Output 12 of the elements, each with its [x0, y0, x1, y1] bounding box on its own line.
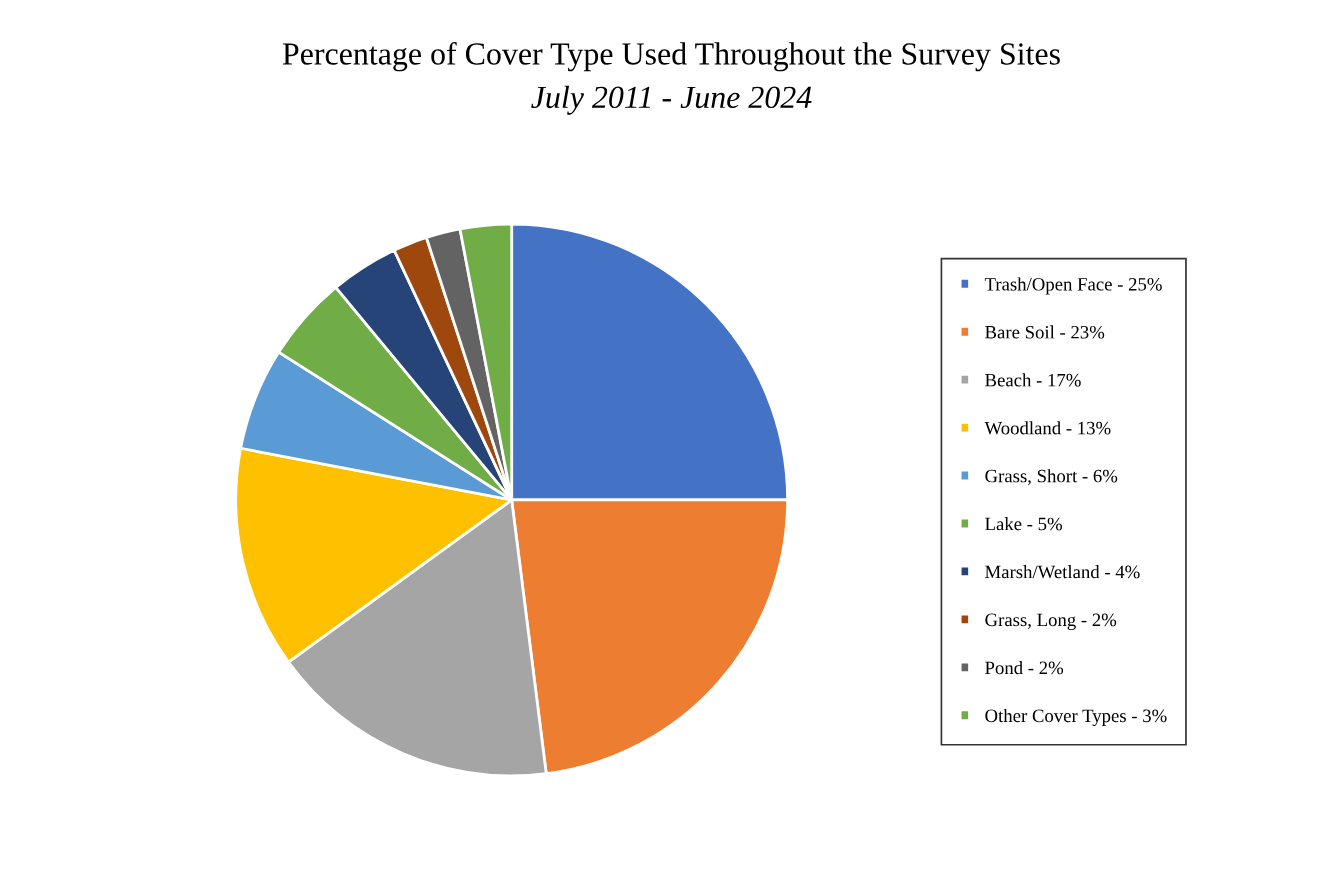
legend-label: Marsh/Wetland - 4%: [985, 565, 1140, 579]
legend-label: Grass, Short - 6%: [985, 469, 1118, 486]
legend-label: Beach - 17%: [985, 373, 1081, 387]
legend-label: Grass, Long - 2%: [985, 613, 1117, 631]
legend-label: Woodland - 13%: [984, 421, 1111, 435]
chart-title: Percentage of Cover Type Used Throughout the Survey Sites: [282, 41, 1060, 72]
legend-label: Other Cover Types - 3%: [985, 708, 1167, 726]
legend-label: Pond - 2%: [985, 660, 1064, 675]
legend-label: Trash/Open Face - 25%: [984, 277, 1162, 295]
chart-subtitle: July 2011 - June 2024: [531, 85, 812, 115]
legend-label: Bare Soil - 23%: [985, 325, 1105, 339]
legend-label: Lake - 5%: [985, 517, 1062, 531]
